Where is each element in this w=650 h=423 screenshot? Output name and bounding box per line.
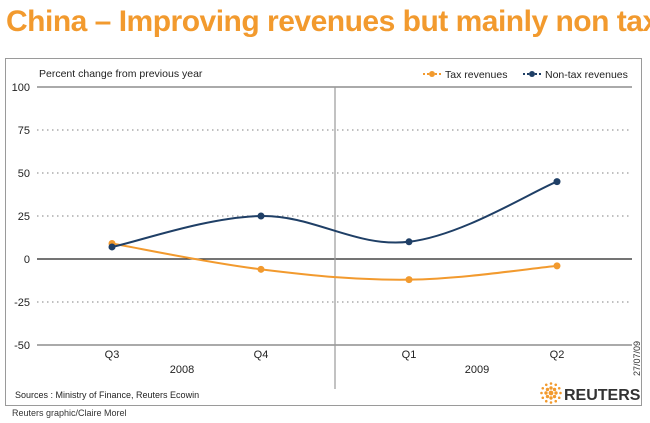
source-text: Sources : Ministry of Finance, Reuters E… bbox=[15, 390, 199, 400]
series-0-point-2 bbox=[405, 276, 413, 284]
brand-name: REUTERS bbox=[564, 387, 641, 404]
series bbox=[108, 178, 561, 284]
legend-nontax-marker bbox=[529, 71, 535, 77]
logo-dot bbox=[544, 391, 548, 395]
logo-dot bbox=[552, 394, 557, 399]
logo-dot bbox=[548, 390, 554, 396]
logo-dot bbox=[557, 396, 561, 400]
logo-dot bbox=[545, 387, 550, 392]
logo-dot bbox=[557, 386, 561, 390]
reuters-logo-icon bbox=[540, 382, 562, 404]
series-line-0 bbox=[111, 242, 558, 281]
x-tick-label-3: Q2 bbox=[550, 349, 565, 361]
credit-text: Reuters graphic/Claire Morel bbox=[12, 408, 127, 418]
year-labels: 2008 2009 bbox=[170, 364, 489, 376]
year-label-1: 2009 bbox=[465, 364, 489, 376]
y-tick-label-6: -50 bbox=[14, 340, 30, 352]
logo-dot bbox=[541, 396, 545, 400]
logo-dot bbox=[549, 382, 553, 385]
logo-dot bbox=[549, 386, 553, 390]
chart-frame bbox=[5, 58, 642, 406]
series-1-point-3 bbox=[553, 178, 561, 186]
logo-dot bbox=[552, 387, 557, 392]
logo-dot bbox=[545, 394, 550, 399]
x-tick-label-2: Q1 bbox=[402, 349, 417, 361]
logo-dot bbox=[540, 391, 543, 395]
y-tick-label-0: 100 bbox=[12, 82, 30, 94]
x-tick-label-1: Q4 bbox=[254, 349, 269, 361]
chart-title: China – Improving revenues but mainly no… bbox=[6, 5, 650, 38]
logo-dot bbox=[554, 399, 558, 403]
logo-dot bbox=[541, 386, 545, 390]
logo-dot bbox=[544, 383, 548, 387]
series-line-1 bbox=[111, 180, 558, 248]
y-tick-label-2: 50 bbox=[18, 168, 30, 180]
y-axis-label: Percent change from previous year bbox=[39, 68, 203, 80]
series-1-point-1 bbox=[257, 212, 265, 220]
series-0-point-1 bbox=[257, 265, 265, 273]
y-tick-label-3: 25 bbox=[18, 211, 30, 223]
logo-dot bbox=[549, 396, 553, 400]
date-stamp: 27/07/09 bbox=[632, 341, 642, 376]
logo-dot bbox=[559, 391, 562, 395]
year-label-0: 2008 bbox=[170, 364, 194, 376]
logo-dot bbox=[549, 401, 553, 404]
series-1-point-2 bbox=[405, 238, 413, 246]
legend-nontax-label: Non-tax revenues bbox=[545, 69, 628, 81]
x-tick-labels: Q3 Q4 Q1 Q2 bbox=[105, 349, 565, 361]
y-tick-label-5: -25 bbox=[14, 297, 30, 309]
y-tick-label-4: 0 bbox=[24, 254, 30, 266]
series-0-point-3 bbox=[553, 262, 561, 270]
logo-dot bbox=[544, 399, 548, 403]
series-1-point-0 bbox=[108, 243, 116, 251]
legend-tax-marker bbox=[429, 71, 435, 77]
y-tick-label-1: 75 bbox=[18, 125, 30, 137]
x-tick-label-0: Q3 bbox=[105, 349, 120, 361]
logo-dot bbox=[554, 383, 558, 387]
legend: Tax revenues Non-tax revenues bbox=[423, 69, 628, 81]
legend-tax-label: Tax revenues bbox=[445, 69, 507, 81]
y-tick-labels: 100 75 50 25 0 -25 -50 bbox=[12, 82, 30, 352]
logo-dot bbox=[554, 391, 558, 395]
